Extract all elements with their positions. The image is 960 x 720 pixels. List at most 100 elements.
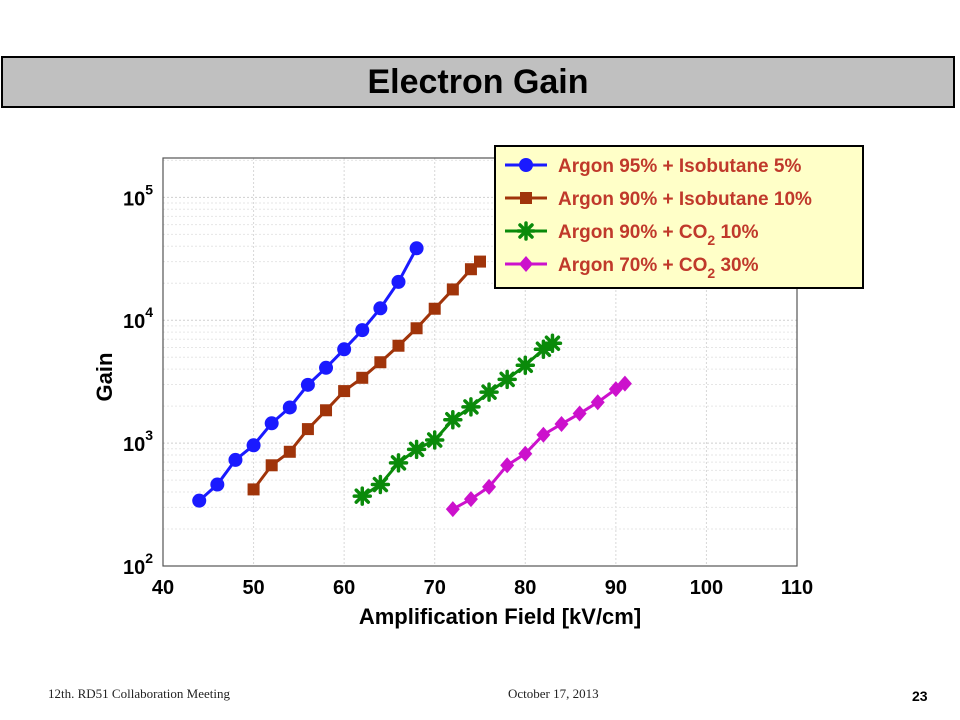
x-tick-label: 90 xyxy=(605,577,627,599)
data-point xyxy=(463,491,478,508)
legend-marker xyxy=(519,158,533,172)
legend-marker xyxy=(516,221,536,241)
y-axis-label: Gain xyxy=(92,353,117,402)
x-tick-label: 50 xyxy=(242,577,264,599)
legend: Argon 95% + Isobutane 5% Argon 90% + Isob… xyxy=(494,145,864,289)
x-tick-label: 100 xyxy=(690,577,723,599)
legend-item-4: Argon 70% + CO2 30% xyxy=(505,255,759,281)
x-tick-label: 60 xyxy=(333,577,355,599)
data-point xyxy=(352,486,373,506)
star-stroke xyxy=(424,430,445,450)
data-point xyxy=(572,405,587,422)
y-tick-label: 102 xyxy=(123,550,153,579)
data-point xyxy=(192,493,207,508)
data-point xyxy=(374,356,387,369)
legend-box xyxy=(494,145,864,289)
star-stroke xyxy=(352,486,373,506)
series-4 xyxy=(445,375,632,518)
slide-title-bar: Electron Gain xyxy=(1,56,955,108)
data-point xyxy=(265,459,278,472)
star-stroke xyxy=(406,439,427,460)
data-point xyxy=(355,323,370,338)
star-stroke xyxy=(370,474,391,495)
x-tick-label: 80 xyxy=(514,577,536,599)
data-point xyxy=(515,355,536,376)
axis-ticks: 40 50 60 70 80 90 100 110 102 103 104 105 xyxy=(123,181,813,599)
data-point xyxy=(461,397,481,417)
plot-frame xyxy=(162,157,798,567)
data-point xyxy=(320,404,333,417)
data-point xyxy=(479,382,499,402)
data-point xyxy=(410,322,423,335)
legend-marker xyxy=(520,192,532,204)
data-point xyxy=(533,339,554,360)
data-point xyxy=(482,478,497,495)
gain-chart: 40 50 60 70 80 90 100 110 102 103 104 105 Amplifica… xyxy=(92,145,864,629)
data-point xyxy=(264,416,279,431)
y-tick-label: 104 xyxy=(123,304,153,333)
star-stroke xyxy=(533,339,554,360)
data-point xyxy=(590,394,605,411)
data-point xyxy=(518,445,533,462)
legend-item-2: Argon 90% + Isobutane 10% xyxy=(505,189,812,210)
x-axis-label: Amplification Field [kV/cm] xyxy=(359,604,641,629)
data-point xyxy=(391,274,406,289)
data-point xyxy=(388,453,409,473)
data-point xyxy=(617,375,632,392)
data-point xyxy=(409,241,424,256)
x-tick-label: 40 xyxy=(152,577,174,599)
data-point xyxy=(319,360,334,375)
data-point xyxy=(443,409,463,430)
legend-marker xyxy=(519,256,533,272)
data-point xyxy=(337,342,352,357)
data-point xyxy=(542,333,563,353)
star-stroke xyxy=(542,333,563,353)
legend-label: Argon 95% + Isobutane 5% xyxy=(558,156,801,177)
data-point xyxy=(392,339,405,352)
series-1 xyxy=(192,241,424,508)
data-point xyxy=(282,400,297,415)
star-stroke xyxy=(497,369,517,390)
data-point xyxy=(554,416,569,433)
legend-label: Argon 70% + CO2 30% xyxy=(558,255,759,281)
data-point xyxy=(338,385,351,398)
data-point xyxy=(406,439,427,460)
legend-label: Argon 90% + CO2 10% xyxy=(558,222,759,248)
footer-date: October 17, 2013 xyxy=(508,686,599,701)
page-number: 23 xyxy=(912,688,928,704)
data-point xyxy=(428,302,441,315)
star-stroke xyxy=(461,397,481,417)
y-tick-label: 105 xyxy=(123,181,153,210)
data-point xyxy=(464,263,477,276)
y-tick-label: 103 xyxy=(123,427,153,456)
slide-title: Electron Gain xyxy=(367,62,589,101)
data-point xyxy=(301,423,314,436)
data-point xyxy=(370,474,391,495)
data-point xyxy=(246,438,261,453)
series-3 xyxy=(352,333,563,506)
star-stroke xyxy=(516,221,536,241)
data-point xyxy=(356,371,369,384)
x-tick-label: 70 xyxy=(424,577,446,599)
legend-label: Argon 90% + Isobutane 10% xyxy=(558,189,812,210)
data-point xyxy=(474,255,486,268)
star-stroke xyxy=(388,453,409,473)
data-point xyxy=(373,301,388,316)
data-point xyxy=(247,483,260,496)
star-stroke xyxy=(479,382,499,402)
data-point xyxy=(497,369,517,390)
legend-item-3: Argon 90% + CO2 10% xyxy=(505,221,759,248)
data-point xyxy=(446,283,459,296)
data-point xyxy=(210,477,225,492)
series-2 xyxy=(247,255,486,496)
data-point xyxy=(500,457,515,474)
data-point xyxy=(283,445,296,458)
footer-meeting: 12th. RD51 Collaboration Meeting xyxy=(48,686,230,701)
data-point xyxy=(300,377,315,392)
legend-item-1: Argon 95% + Isobutane 5% xyxy=(505,156,801,177)
star-stroke xyxy=(515,355,536,376)
data-point xyxy=(536,426,551,443)
star-stroke xyxy=(443,409,463,430)
data-point xyxy=(424,430,445,450)
series-layer xyxy=(192,241,632,518)
